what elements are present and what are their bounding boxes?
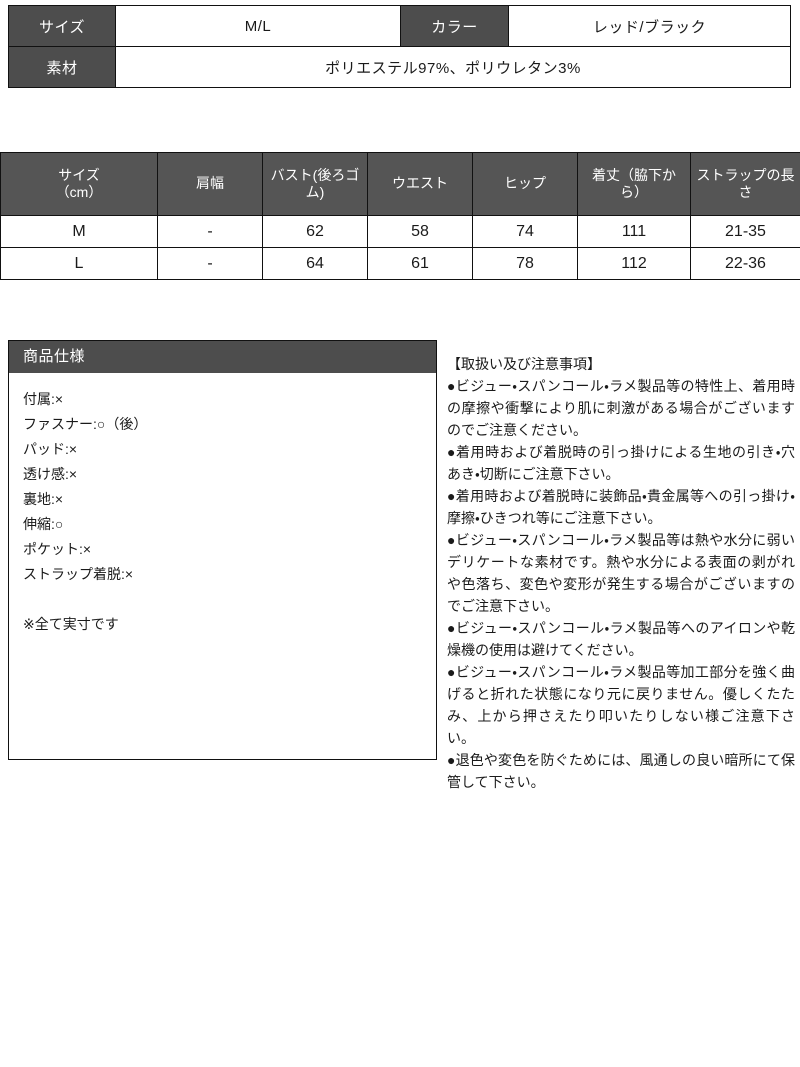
list-item: ●ビジュー・スパンコール・ラメ製品等は熱や水分に弱いデリケートな素材です。熱や水… (447, 532, 795, 614)
list-item: ポケット:× (23, 541, 92, 557)
list-item: パッド:× (23, 441, 78, 457)
cell-hip-m: 74 (472, 215, 578, 248)
cell-bust-l: 64 (262, 247, 368, 280)
size-table-head: サイズ （cm） 肩幅 バスト(後ろゴム) ウエスト ヒップ 着丈（脇下か ら）… (0, 152, 800, 216)
list-item: ●着用時および着脱時の引っ掛けによる生地の引き・穴あき・切断にご注意下さい。 (447, 444, 795, 482)
cell-strap-l: 22-36 (690, 247, 800, 280)
column-header-shoulder: 肩幅 (157, 152, 263, 216)
handling-precautions: 【取扱い及び注意事項】 ●ビジュー・スパンコール・ラメ製品等の特性上、着用時の摩… (447, 353, 795, 793)
list-item: ファスナー:○（後） (23, 416, 148, 432)
cell-length-m: 111 (577, 215, 691, 248)
cell-bust-m: 62 (262, 215, 368, 248)
column-header-length-line2: ら） (620, 184, 648, 200)
cell-waist-m: 58 (367, 215, 473, 248)
table-row: 素材 ポリエステル97%、ポリウレタン3% (8, 46, 791, 88)
attribute-label-color: カラー (400, 5, 509, 47)
table-row: M - 62 58 74 111 21-35 (0, 215, 800, 248)
column-header-size-line2: （cm） (55, 184, 103, 200)
table-header-row: サイズ （cm） 肩幅 バスト(後ろゴム) ウエスト ヒップ 着丈（脇下か ら）… (0, 152, 800, 216)
list-item: 伸縮:○ (23, 516, 64, 532)
list-item: 付属:× (23, 391, 64, 407)
list-item: ●ビジュー・スパンコール・ラメ製品等へのアイロンや乾燥機の使用は避けてください。 (447, 620, 795, 658)
column-header-strap-length: ストラップの長さ (690, 152, 800, 216)
attribute-label-material: 素材 (8, 46, 116, 88)
product-spec-list: 付属:× ファスナー:○（後） パッド:× 透け感:× 裏地:× 伸縮:○ ポケ… (9, 373, 436, 637)
size-table-body: M - 62 58 74 111 21-35 L - 64 61 78 112 … (0, 215, 800, 280)
column-header-length: 着丈（脇下か ら） (577, 152, 691, 216)
list-item: ●ビジュー・スパンコール・ラメ製品等加工部分を強く曲げると折れた状態になり元に戻… (447, 664, 795, 746)
column-header-waist: ウエスト (367, 152, 473, 216)
column-header-length-line1: 着丈（脇下か (592, 166, 676, 183)
actual-measurement-note: ※全て実寸です (23, 616, 119, 632)
attribute-label-size: サイズ (8, 5, 116, 47)
attribute-value-material: ポリエステル97%、ポリウレタン3% (115, 46, 791, 88)
handling-precautions-title: 【取扱い及び注意事項】 (447, 356, 601, 372)
table-row: L - 64 61 78 112 22-36 (0, 247, 800, 280)
column-header-bust: バスト(後ろゴム) (262, 152, 368, 216)
list-item: ●着用時および着脱時に装飾品・貴金属等への引っ掛け・摩擦・ひきつれ等にご注意下さ… (447, 488, 795, 526)
product-attributes-body: サイズ M/L カラー レッド/ブラック 素材 ポリエステル97%、ポリウレタン… (8, 5, 791, 88)
attribute-value-size: M/L (115, 5, 401, 47)
lower-section: 商品仕様 付属:× ファスナー:○（後） パッド:× 透け感:× 裏地:× 伸縮… (0, 340, 800, 790)
list-item: ●ビジュー・スパンコール・ラメ製品等の特性上、着用時の摩擦や衝撃により肌に刺激が… (447, 378, 795, 438)
product-spec-title: 商品仕様 (9, 341, 436, 373)
attribute-value-color: レッド/ブラック (508, 5, 791, 47)
cell-size-m: M (0, 215, 158, 248)
column-header-hip: ヒップ (472, 152, 578, 216)
cell-hip-l: 78 (472, 247, 578, 280)
cell-shoulder-m: - (157, 215, 263, 248)
cell-size-l: L (0, 247, 158, 280)
product-spec-box: 商品仕様 付属:× ファスナー:○（後） パッド:× 透け感:× 裏地:× 伸縮… (8, 340, 437, 760)
cell-shoulder-l: - (157, 247, 263, 280)
list-item: 透け感:× (23, 466, 78, 482)
cell-strap-m: 21-35 (690, 215, 800, 248)
cell-waist-l: 61 (367, 247, 473, 280)
column-header-size-line1: サイズ (58, 166, 100, 183)
product-attributes-table: サイズ M/L カラー レッド/ブラック 素材 ポリエステル97%、ポリウレタン… (8, 5, 791, 88)
column-header-size: サイズ （cm） (0, 152, 158, 216)
size-measurement-table: サイズ （cm） 肩幅 バスト(後ろゴム) ウエスト ヒップ 着丈（脇下か ら）… (0, 152, 800, 280)
list-item: ●退色や変色を防ぐためには、風通しの良い暗所にて保管して下さい。 (447, 752, 795, 790)
cell-length-l: 112 (577, 247, 691, 280)
list-item: 裏地:× (23, 491, 64, 507)
list-item: ストラップ着脱:× (23, 566, 134, 582)
table-row: サイズ M/L カラー レッド/ブラック (8, 5, 791, 47)
